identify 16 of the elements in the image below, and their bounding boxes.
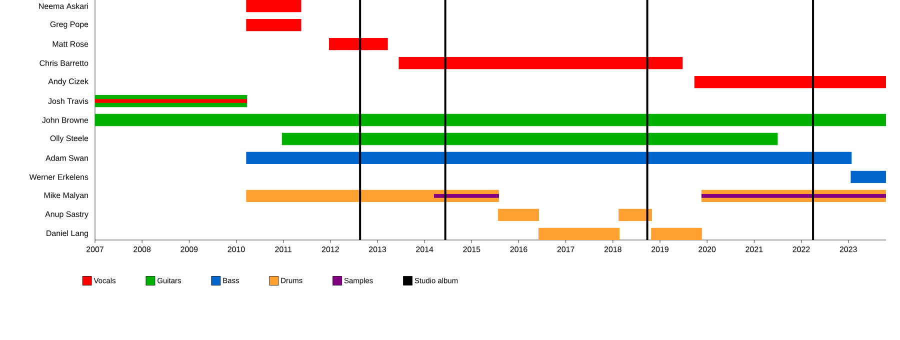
bar: [498, 208, 539, 222]
bar: [694, 76, 886, 88]
bar: [329, 38, 388, 50]
bar: [282, 132, 778, 146]
bar: [246, 0, 302, 12]
bar: [651, 228, 702, 240]
bar: [95, 114, 886, 126]
bar: [95, 99, 248, 103]
bar: [618, 208, 652, 222]
bar: [701, 194, 886, 198]
bar: [398, 56, 683, 70]
bar: [246, 152, 852, 164]
bar: [434, 194, 499, 198]
bar: [850, 170, 886, 184]
bar: [538, 228, 620, 240]
bar: [246, 18, 302, 32]
